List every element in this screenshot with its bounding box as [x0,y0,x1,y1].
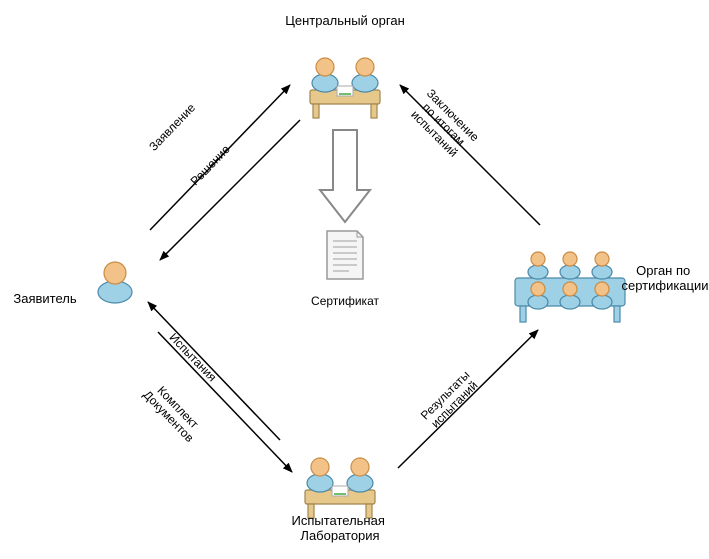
edge-applicant_to_lab: КомплектДокументов [141,332,292,472]
node-central-body: Центральный орган [285,13,405,118]
label-central: Центральный орган [285,13,405,28]
label-lab: Испытательная Лаборатория [291,513,388,543]
label-certificate: Сертификат [311,294,379,308]
edge-label-applicant_to_lab: КомплектДокументов [141,379,206,445]
label-applicant: Заявитель [13,291,76,306]
edge-label-lab_to_applicant: Испытания [166,330,219,384]
edge-label-lab_to_certbody: Результатыиспытаний [418,368,482,432]
edge-label-applicant_to_central: Заявление [146,100,198,153]
arrow-central-to-certificate [320,130,370,222]
node-certification-body: Орган по сертификации [515,252,709,322]
node-applicant: Заявитель [13,262,132,306]
edge-lab_to_certbody: Результатыиспытаний [398,330,538,468]
edge-central_to_applicant: Решение [160,120,300,260]
edge-label-certbody_to_central: Заключениепо итогамиспытаний [405,86,482,163]
edge-label-central_to_applicant: Решение [188,142,233,188]
label-certbody: Орган по сертификации [621,263,708,293]
node-laboratory: Испытательная Лаборатория [291,458,388,543]
edge-certbody_to_central: Заключениепо итогамиспытаний [400,85,540,225]
node-certificate: Сертификат [311,231,379,308]
